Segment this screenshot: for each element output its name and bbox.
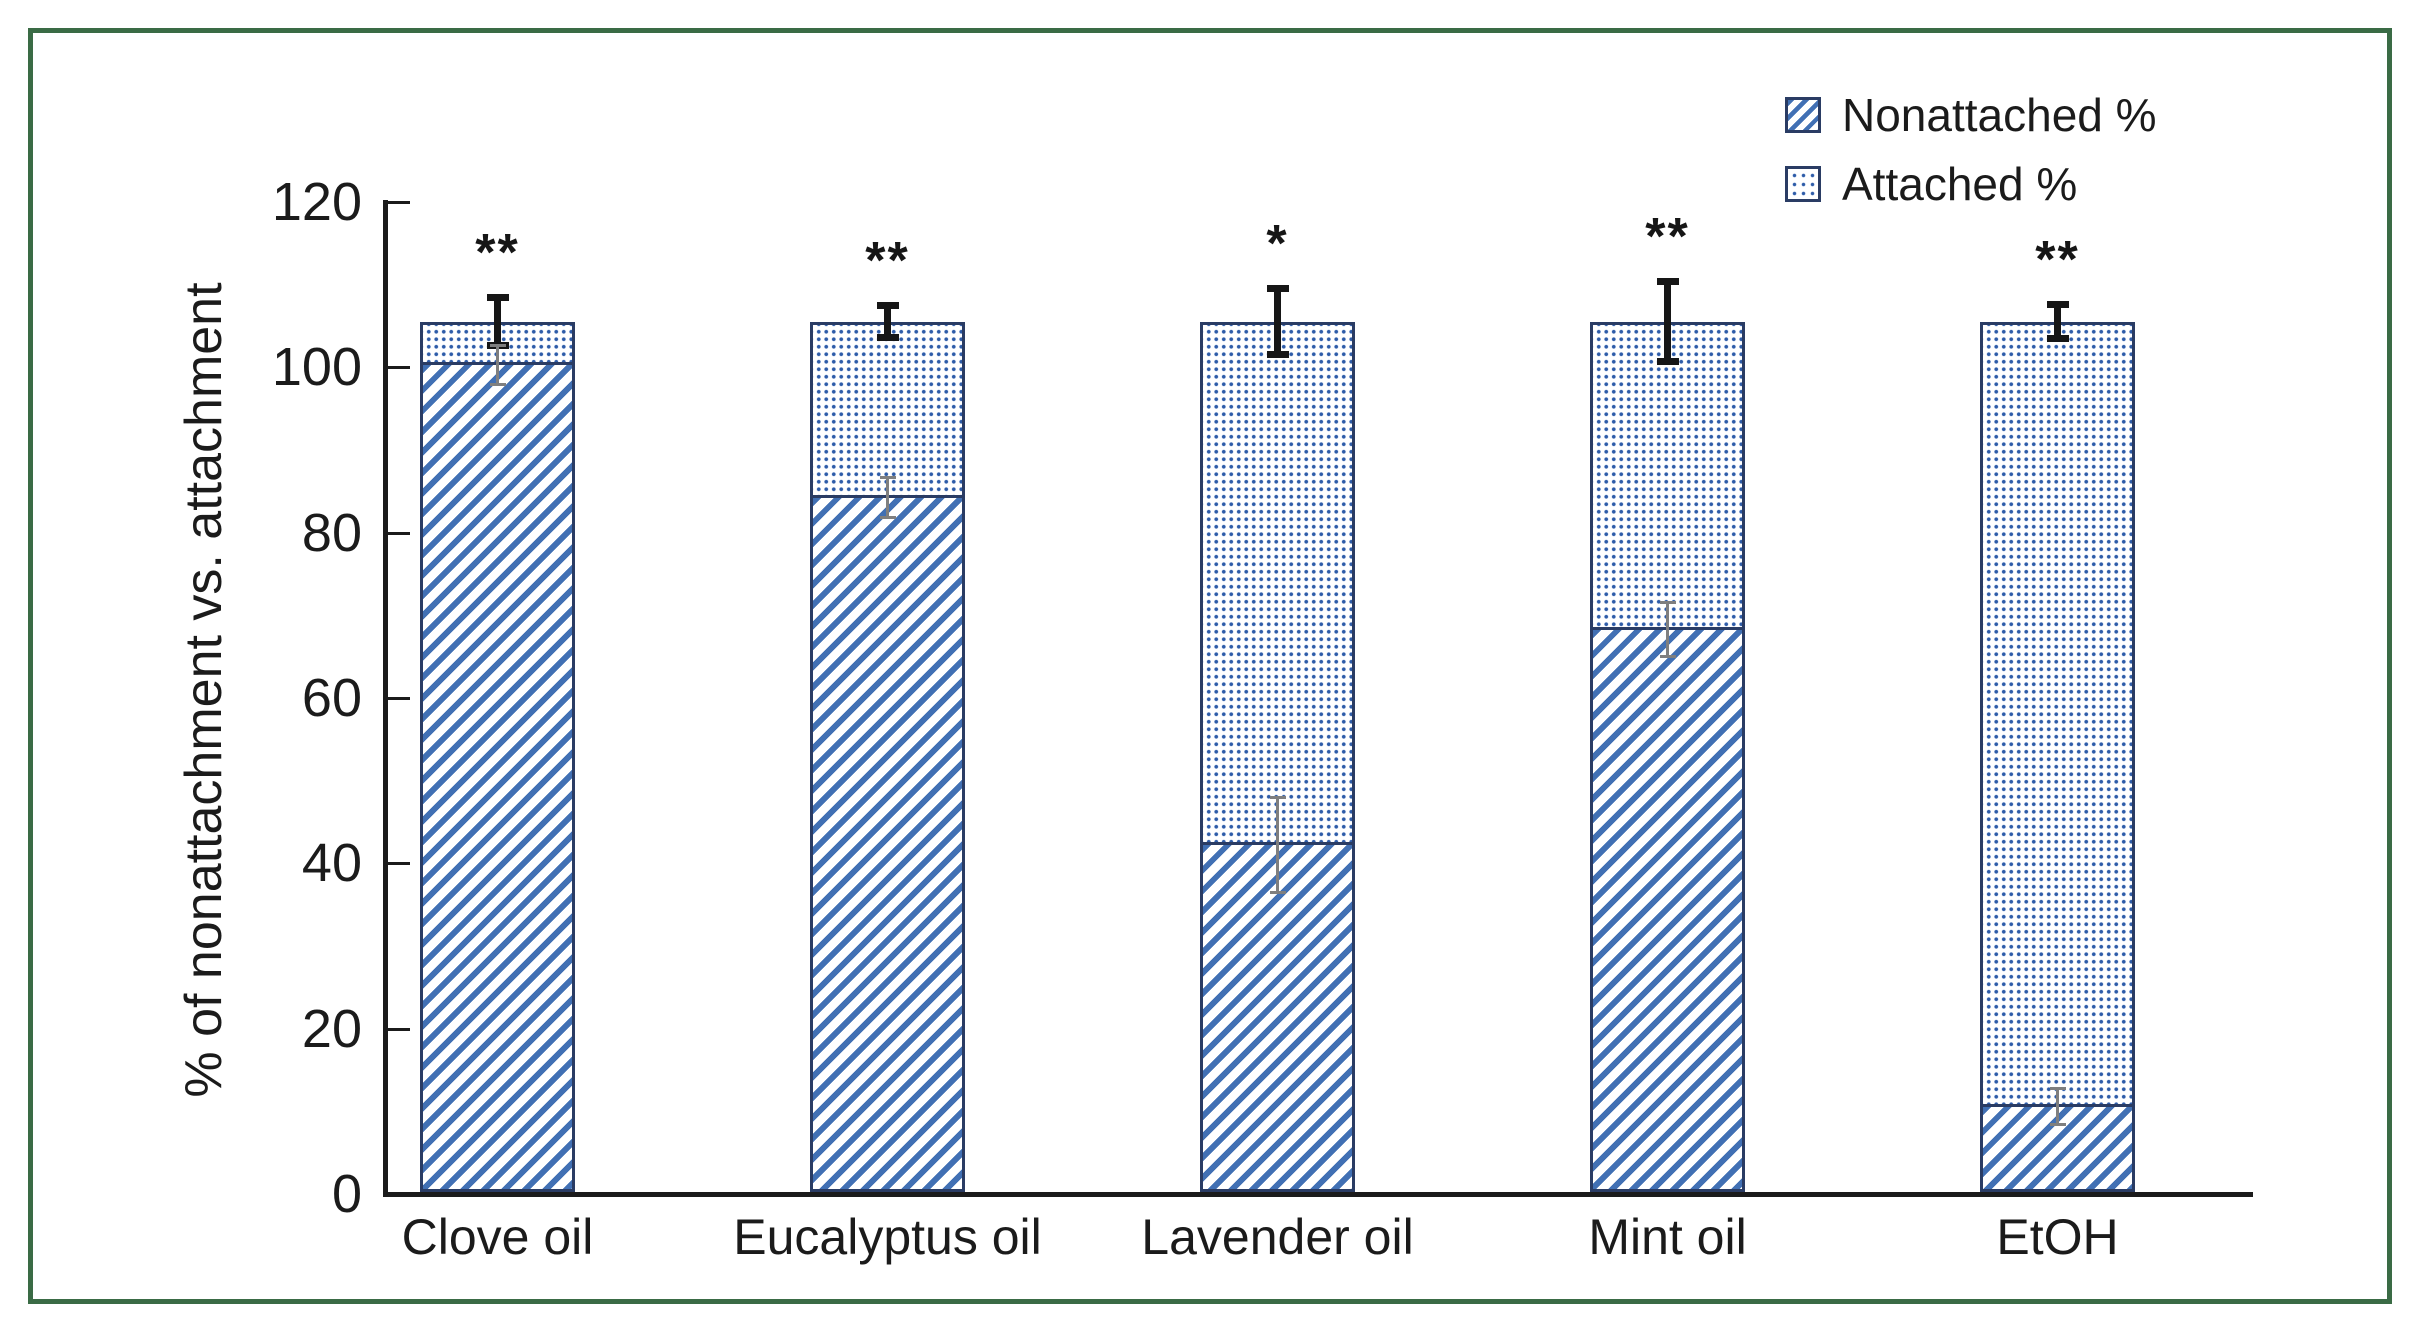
legend-entry-attached: Attached %	[1785, 158, 2157, 210]
y-tick-label: 100	[271, 337, 362, 398]
segment-error-bar-cap-top	[879, 475, 896, 479]
nonattached-segment	[1593, 626, 1742, 1189]
total-error-bar-cap-top	[876, 301, 899, 309]
nonattached-segment	[813, 494, 962, 1189]
stacked-bar-eucalyptus-oil	[810, 321, 965, 1192]
x-category-label: Mint oil	[1588, 1209, 1747, 1265]
y-tick	[388, 531, 410, 535]
attached-segment	[1593, 324, 1742, 629]
significance-stars: *	[1266, 214, 1289, 273]
x-category-label: EtOH	[1996, 1209, 2119, 1265]
y-tick	[388, 697, 410, 700]
segment-error-bar-line	[1666, 603, 1669, 657]
segment-error-bar-line	[496, 346, 499, 385]
x-category-label: Clove oil	[401, 1209, 594, 1265]
total-error-bar-line	[884, 304, 891, 339]
legend-label-attached: Attached %	[1842, 158, 2078, 210]
y-tick	[388, 201, 410, 204]
segment-error-bar-cap-bottom	[489, 383, 506, 387]
dots-swatch-icon	[1785, 166, 1821, 202]
y-tick	[388, 366, 410, 370]
segment-error-bar-cap-bottom	[2049, 1123, 2066, 1127]
legend: Nonattached % Attached %	[1785, 89, 2157, 233]
significance-stars: **	[865, 231, 910, 290]
attached-segment	[813, 324, 962, 497]
total-error-bar-line	[1274, 287, 1281, 356]
total-error-bar-cap-top	[1656, 278, 1679, 285]
total-error-bar-cap-bottom	[1266, 351, 1289, 359]
stacked-bar-lavender-oil	[1200, 321, 1355, 1192]
x-category-label: Eucalyptus oil	[733, 1209, 1042, 1265]
segment-error-bar-line	[2056, 1089, 2059, 1125]
x-category-label: Lavender oil	[1141, 1209, 1414, 1265]
total-error-bar-cap-bottom	[1656, 358, 1679, 366]
segment-error-bar-cap-top	[489, 344, 506, 348]
segment-error-bar-cap-top	[1659, 601, 1676, 605]
y-axis-line	[383, 200, 388, 1197]
legend-label-nonattached: Nonattached %	[1842, 89, 2157, 141]
significance-stars: **	[1645, 208, 1690, 266]
legend-entry-nonattached: Nonattached %	[1785, 89, 2157, 141]
segment-error-bar-cap-top	[2049, 1087, 2066, 1091]
total-error-bar-cap-top	[2046, 301, 2069, 309]
segment-error-bar-cap-bottom	[1269, 890, 1286, 894]
attached-segment	[1203, 324, 1352, 844]
y-tick-label: 120	[271, 172, 362, 232]
stacked-bar-clove-oil	[420, 321, 575, 1192]
y-tick-label: 60	[301, 668, 362, 728]
y-tick-label: 20	[301, 998, 362, 1059]
total-error-bar-line	[1664, 281, 1671, 362]
y-tick-label: 80	[301, 502, 362, 563]
total-error-bar-line	[2054, 304, 2061, 339]
y-tick	[388, 1027, 410, 1031]
segment-error-bar-line	[886, 477, 889, 518]
nonattached-segment	[423, 362, 572, 1189]
total-error-bar-cap-top	[1266, 284, 1289, 292]
total-error-bar-cap-top	[486, 293, 509, 301]
stacked-bar-etoh	[1980, 321, 2135, 1192]
significance-stars: **	[475, 223, 520, 282]
attached-segment	[1983, 324, 2132, 1106]
y-tick	[388, 862, 410, 866]
segment-error-bar-cap-top	[1269, 795, 1286, 799]
diagonal-hatch-swatch-icon	[1785, 97, 1821, 133]
segment-error-bar-cap-bottom	[1659, 655, 1676, 659]
significance-stars: **	[2035, 231, 2080, 290]
nonattached-segment	[1203, 841, 1352, 1189]
total-error-bar-cap-bottom	[876, 334, 899, 342]
segment-error-bar-cap-bottom	[879, 516, 896, 520]
segment-error-bar-line	[1276, 797, 1279, 892]
total-error-bar-line	[494, 296, 501, 347]
total-error-bar-cap-bottom	[2046, 334, 2069, 342]
y-tick	[388, 1193, 410, 1196]
stacked-bar-mint-oil	[1590, 321, 1745, 1192]
y-tick-label: 0	[331, 1164, 362, 1224]
x-axis-line	[383, 1192, 2253, 1197]
y-tick-label: 40	[301, 833, 362, 894]
